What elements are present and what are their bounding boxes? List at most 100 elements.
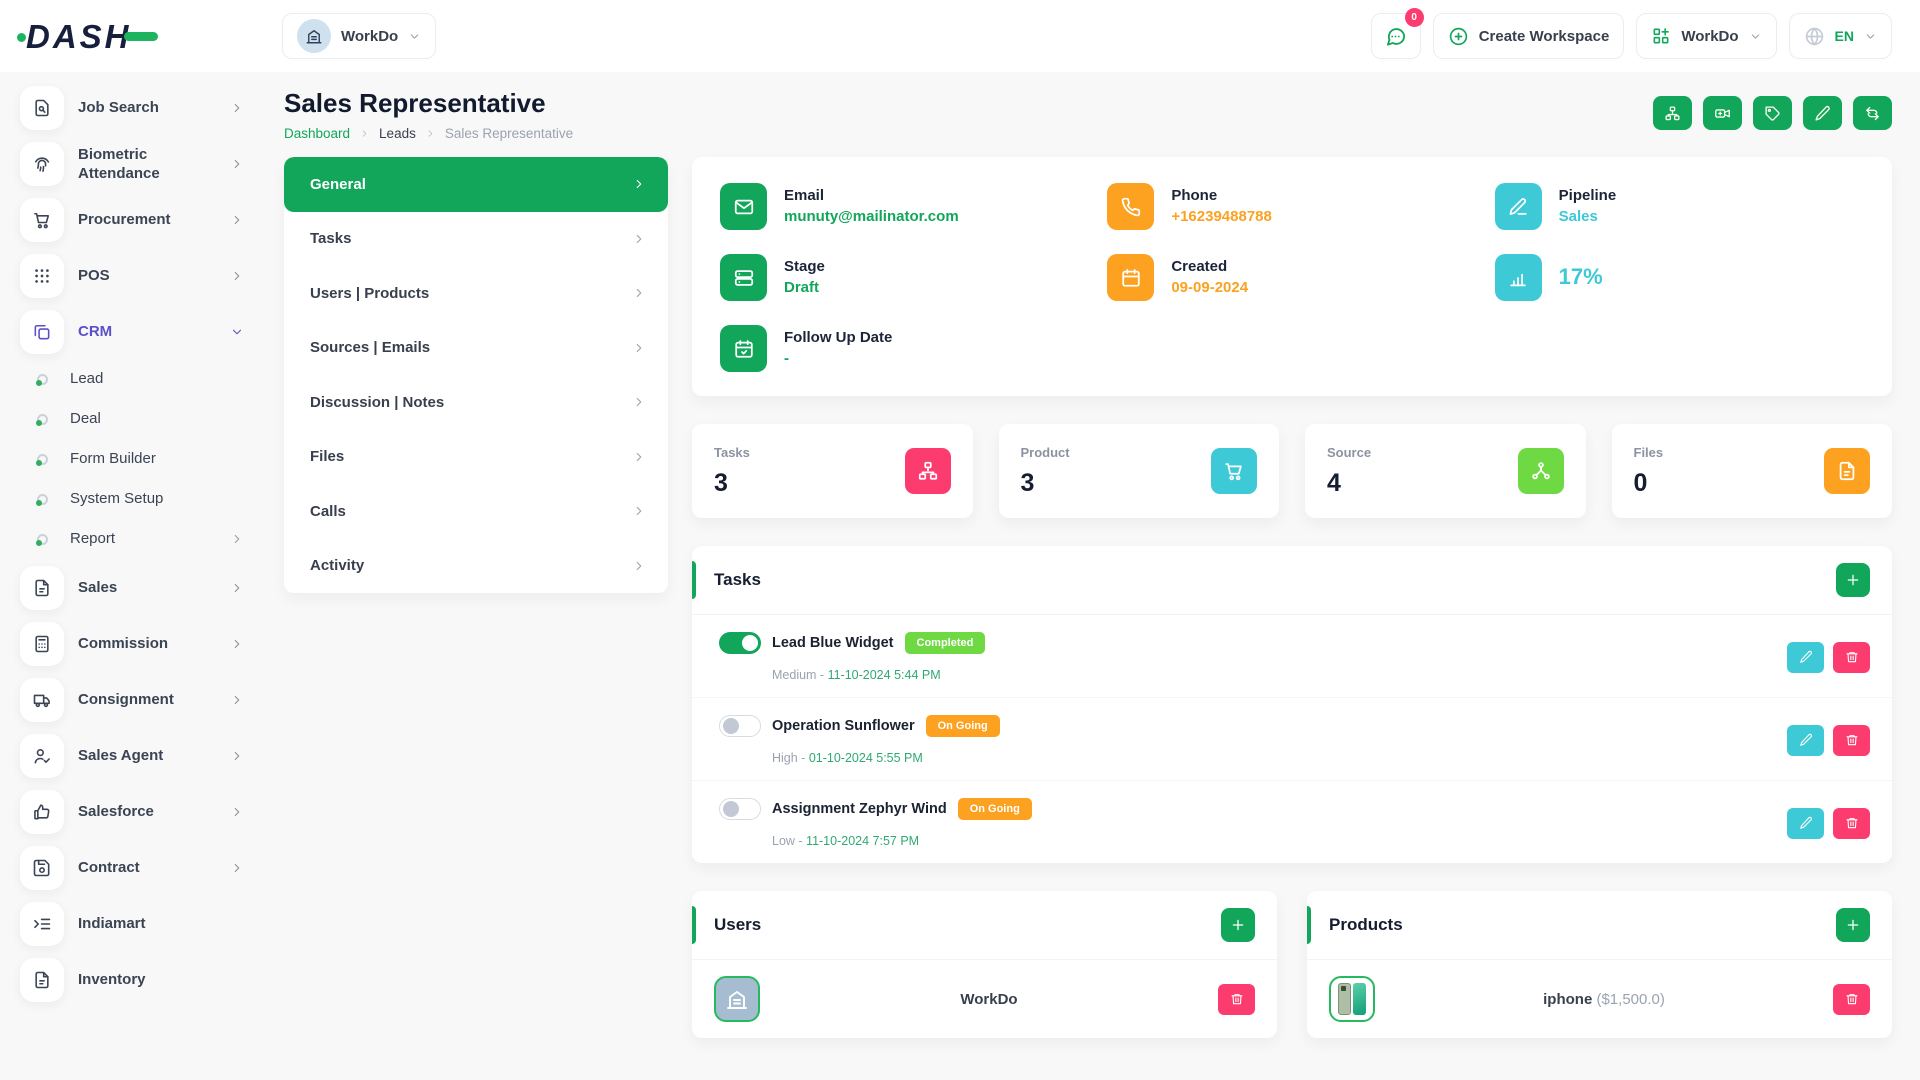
edit-task-button[interactable]: [1787, 807, 1824, 839]
chevron-right-icon: [632, 286, 646, 300]
bullet-circle-icon: [36, 413, 48, 426]
calendar-icon: [1107, 254, 1155, 301]
tab-calls[interactable]: Calls: [284, 484, 668, 539]
workdo-menu-dropdown[interactable]: WorkDo: [1636, 13, 1777, 59]
indent-icon: [20, 902, 64, 946]
chevron-right-icon: [230, 532, 244, 546]
edit-lead-button[interactable]: [1803, 96, 1842, 130]
sidebar-item-inventory[interactable]: Inventory: [20, 958, 244, 1002]
task-complete-toggle[interactable]: [719, 632, 761, 654]
sidebar-subitem-lead[interactable]: Lead: [36, 366, 244, 392]
sidebar-item-biometric-attendance[interactable]: Biometric Attendance: [20, 142, 244, 186]
sidebar-subitem-report[interactable]: Report: [36, 526, 244, 552]
globe-icon: [1804, 26, 1825, 47]
server-icon: [720, 254, 767, 301]
delete-task-button[interactable]: [1833, 724, 1870, 756]
delete-task-button[interactable]: [1833, 807, 1870, 839]
trash-icon: [1845, 816, 1859, 830]
convert-button[interactable]: [1853, 96, 1892, 130]
task-complete-toggle[interactable]: [719, 798, 761, 820]
tab-activity[interactable]: Activity: [284, 539, 668, 594]
trash-icon: [1845, 992, 1859, 1006]
workspace-name: WorkDo: [341, 27, 399, 45]
lead-tab-menu: General Tasks Users | Products Sources | Em…: [284, 157, 668, 593]
pencil-icon: [1799, 816, 1813, 830]
sidebar-item-salesforce[interactable]: Salesforce: [20, 790, 244, 834]
sidebar-item-sales[interactable]: Sales: [20, 566, 244, 610]
language-dropdown[interactable]: EN: [1788, 13, 1892, 59]
tab-sources-emails[interactable]: Sources | Emails: [284, 321, 668, 376]
sidebar-item-consignment[interactable]: Consignment: [20, 678, 244, 722]
breadcrumb-item-leads[interactable]: Leads: [379, 126, 416, 141]
bullet-circle-icon: [36, 533, 48, 546]
sidebar-subitem-form-builder[interactable]: Form Builder: [36, 446, 244, 472]
add-product-button[interactable]: [1836, 908, 1870, 942]
tab-discussion-notes[interactable]: Discussion | Notes: [284, 375, 668, 430]
sidebar-item-procurement[interactable]: Procurement: [20, 198, 244, 242]
trash-icon: [1230, 992, 1244, 1006]
pipeline-view-button[interactable]: [1653, 96, 1692, 130]
tab-users-products[interactable]: Users | Products: [284, 266, 668, 321]
task-list: Lead Blue Widget Completed Medium - 11-10-…: [692, 615, 1892, 863]
delete-task-button[interactable]: [1833, 641, 1870, 673]
overview-field-label: Pipeline: [1558, 187, 1617, 204]
create-workspace-button[interactable]: Create Workspace: [1432, 13, 1625, 59]
task-meta: Medium - 11-10-2024 5:44 PM: [772, 668, 941, 682]
grid-dots-icon: [20, 254, 64, 298]
calendar-clock-icon: [720, 325, 767, 372]
delete-user-button[interactable]: [1218, 983, 1255, 1015]
workspace-switcher[interactable]: WorkDo: [282, 13, 437, 59]
chevron-right-icon: [632, 504, 646, 518]
task-datetime: 11-10-2024 7:57 PM: [806, 834, 920, 848]
tab-label: Sources | Emails: [310, 339, 431, 357]
chevron-right-icon: [632, 177, 646, 191]
edit-task-button[interactable]: [1787, 641, 1824, 673]
delete-product-button[interactable]: [1833, 983, 1870, 1015]
chevron-right-icon: [230, 693, 244, 707]
task-status-badge: Completed: [904, 632, 986, 654]
workdo-menu-label: WorkDo: [1681, 27, 1739, 45]
chevron-right-icon: [230, 861, 244, 875]
messages-button[interactable]: 0: [1370, 8, 1424, 59]
tasks-card: Tasks Lead Blue Widget Completed Medium - …: [692, 546, 1892, 863]
page-actions: [1653, 96, 1892, 130]
lead-overview-card: Email munuty@mailinator.com Phone +16239488…: [692, 157, 1892, 396]
sidebar-item-label: Sales Agent: [78, 747, 164, 765]
sidebar-item-crm[interactable]: CRM: [20, 310, 244, 354]
pencil-icon: [1814, 105, 1831, 122]
add-task-button[interactable]: [1836, 563, 1870, 597]
task-meta: High - 01-10-2024 5:55 PM: [772, 751, 923, 765]
tab-files[interactable]: Files: [284, 430, 668, 485]
sidebar-subitem-label: System Setup: [70, 490, 164, 508]
sidebar-item-contract[interactable]: Contract: [20, 846, 244, 890]
stat-label: Source: [1327, 445, 1372, 460]
cart-icon: [1211, 448, 1257, 494]
truck-icon: [20, 678, 64, 722]
stat-label: Product: [1020, 445, 1070, 460]
sidebar-subitem-deal[interactable]: Deal: [36, 406, 244, 432]
stat-card-source: Source 4: [1305, 424, 1586, 518]
sidebar-item-commission[interactable]: Commission: [20, 622, 244, 666]
add-user-button[interactable]: [1221, 908, 1255, 942]
sidebar-item-label: Biometric Attendance: [78, 145, 160, 183]
task-complete-toggle[interactable]: [719, 715, 761, 737]
meeting-button[interactable]: [1703, 96, 1742, 130]
trash-icon: [1845, 733, 1859, 747]
tab-general[interactable]: General: [284, 157, 668, 212]
breadcrumb-item-dashboard[interactable]: Dashboard: [284, 126, 351, 141]
chevron-right-icon: [230, 805, 244, 819]
sidebar-item-sales-agent[interactable]: Sales Agent: [20, 734, 244, 778]
sidebar-item-indiamart[interactable]: Indiamart: [20, 902, 244, 946]
edit-task-button[interactable]: [1787, 724, 1824, 756]
sidebar-item-job-search[interactable]: Job Search: [20, 86, 244, 130]
sidebar-item-pos[interactable]: POS: [20, 254, 244, 298]
task-status-badge: On Going: [957, 798, 1032, 820]
breadcrumb-separator-icon: [359, 128, 370, 139]
tab-label: Tasks: [310, 230, 352, 248]
logo-area: DASH: [17, 20, 282, 53]
tab-tasks[interactable]: Tasks: [284, 212, 668, 267]
copy-icon: [20, 310, 64, 354]
sidebar-subitem-system-setup[interactable]: System Setup: [36, 486, 244, 512]
labels-button[interactable]: [1753, 96, 1792, 130]
chevron-right-icon: [230, 157, 244, 171]
